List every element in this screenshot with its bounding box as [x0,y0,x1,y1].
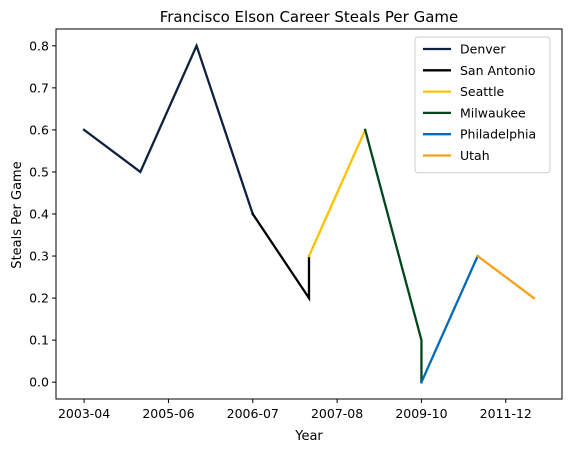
x-tick-label: 2009-10 [395,406,447,421]
legend-label: Philadelphia [460,127,536,142]
legend-label: San Antonio [460,63,536,78]
y-tick-label: 0.2 [29,291,49,306]
y-tick-label: 0.0 [29,375,49,390]
chart-title: Francisco Elson Career Steals Per Game [160,8,459,26]
series-line-philadelphia [419,254,480,384]
y-tick-label: 0.5 [29,164,49,179]
series-line-utah [476,254,536,300]
series-line-seattle [307,128,367,258]
legend-label: Seattle [460,84,505,99]
series-line-milwaukee [363,128,423,384]
legend-label: Denver [460,42,506,57]
legend-label: Utah [460,148,490,163]
y-tick-label: 0.8 [29,38,49,53]
x-tick-label: 2011-12 [480,406,532,421]
legend: Denver San Antonio Seattle Milwaukee Philade… [414,36,551,174]
x-axis-label: Year [294,429,323,444]
y-tick-label: 0.6 [29,122,49,137]
y-axis-label: Steals Per Game [10,161,25,268]
y-tick-label: 0.7 [29,80,49,95]
x-tick-label: 2003-04 [58,406,110,421]
x-tick-label: 2006-07 [227,406,279,421]
plot-area: 0.0 0.1 0.2 0.3 0.4 0.5 0.6 0.7 0.8 2003-04 2005-0… [29,28,563,421]
series-line-denver [82,42,255,216]
series-line-san-antonio [251,212,311,302]
y-tick-label: 0.3 [29,249,49,264]
x-tick-label: 2005-06 [142,406,194,421]
legend-label: Milwaukee [460,105,526,120]
x-tick-label: 2007-08 [311,406,363,421]
y-tick-label: 0.4 [29,207,49,222]
y-tick-label: 0.1 [29,333,49,348]
